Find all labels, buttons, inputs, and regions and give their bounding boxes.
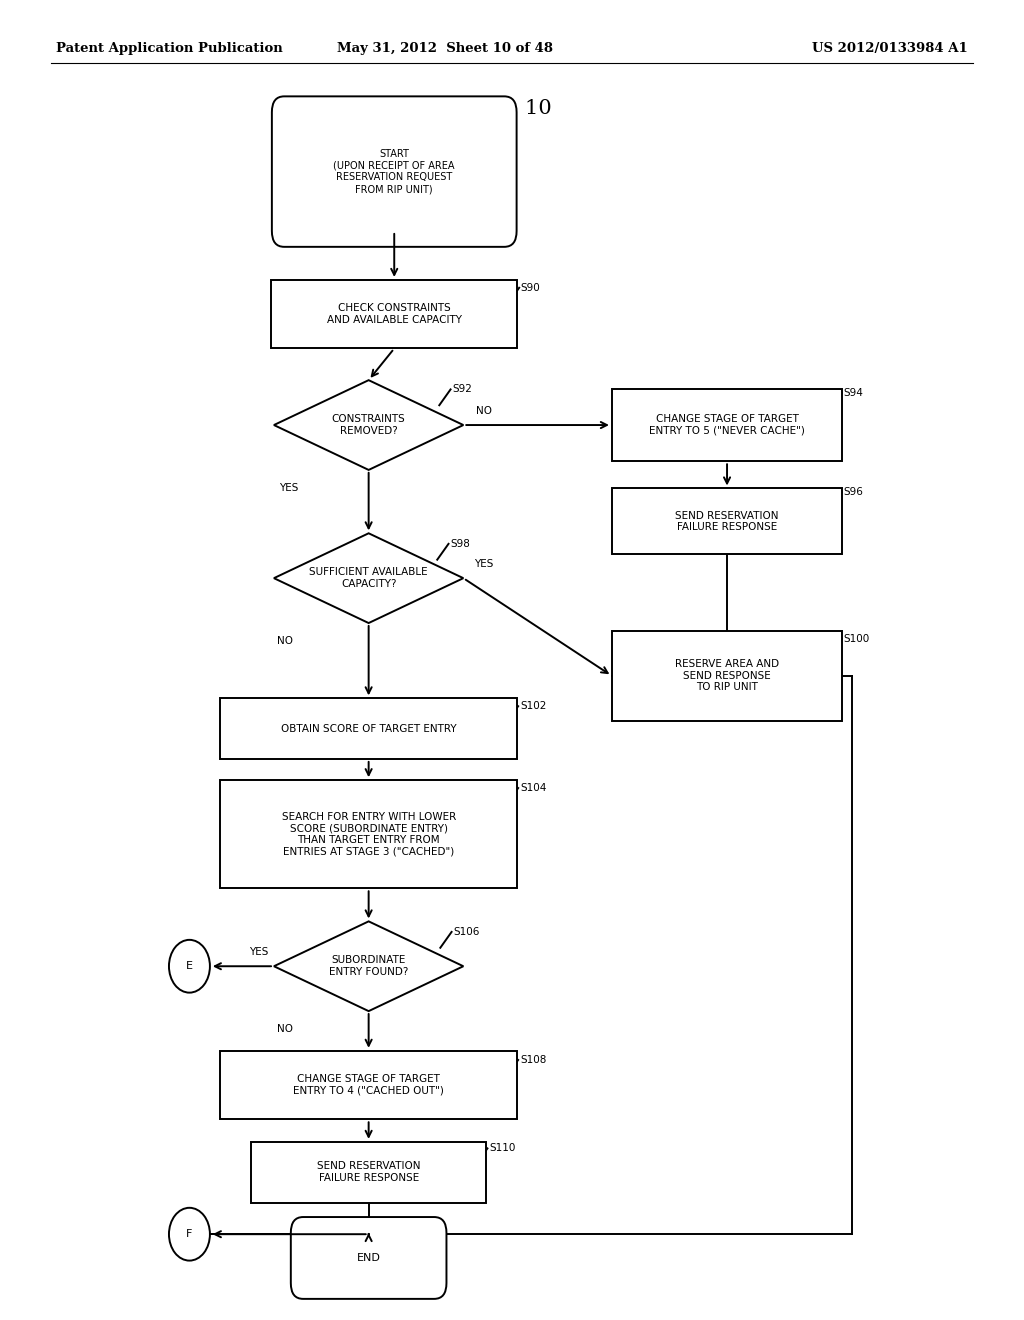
- Text: S108: S108: [520, 1055, 547, 1065]
- FancyBboxPatch shape: [272, 96, 516, 247]
- Text: E: E: [186, 961, 193, 972]
- FancyBboxPatch shape: [220, 1051, 517, 1119]
- Text: CHANGE STAGE OF TARGET
ENTRY TO 5 ("NEVER CACHE"): CHANGE STAGE OF TARGET ENTRY TO 5 ("NEVE…: [649, 414, 805, 436]
- Text: S98: S98: [451, 539, 470, 549]
- Text: YES: YES: [250, 946, 268, 957]
- Text: NO: NO: [276, 636, 293, 647]
- Polygon shape: [273, 921, 463, 1011]
- Text: YES: YES: [473, 558, 493, 569]
- Text: S96: S96: [844, 487, 863, 498]
- Text: May 31, 2012  Sheet 10 of 48: May 31, 2012 Sheet 10 of 48: [338, 42, 553, 55]
- Text: OBTAIN SCORE OF TARGET ENTRY: OBTAIN SCORE OF TARGET ENTRY: [281, 723, 457, 734]
- FancyBboxPatch shape: [611, 488, 842, 554]
- Text: CHANGE STAGE OF TARGET
ENTRY TO 4 ("CACHED OUT"): CHANGE STAGE OF TARGET ENTRY TO 4 ("CACH…: [293, 1074, 444, 1096]
- Text: US 2012/0133984 A1: US 2012/0133984 A1: [812, 42, 968, 55]
- Text: CHECK CONSTRAINTS
AND AVAILABLE CAPACITY: CHECK CONSTRAINTS AND AVAILABLE CAPACITY: [327, 304, 462, 325]
- Text: S106: S106: [454, 927, 480, 937]
- FancyBboxPatch shape: [271, 280, 517, 348]
- Text: NO: NO: [475, 405, 492, 416]
- FancyBboxPatch shape: [220, 698, 517, 759]
- Text: FIG. 10: FIG. 10: [473, 99, 551, 117]
- FancyBboxPatch shape: [291, 1217, 446, 1299]
- Polygon shape: [273, 380, 463, 470]
- Text: CONSTRAINTS
REMOVED?: CONSTRAINTS REMOVED?: [332, 414, 406, 436]
- Polygon shape: [273, 533, 463, 623]
- Text: SEND RESERVATION
FAILURE RESPONSE: SEND RESERVATION FAILURE RESPONSE: [316, 1162, 421, 1183]
- Text: S90: S90: [520, 282, 540, 293]
- Text: SEND RESERVATION
FAILURE RESPONSE: SEND RESERVATION FAILURE RESPONSE: [675, 511, 779, 532]
- FancyBboxPatch shape: [220, 780, 517, 888]
- Text: YES: YES: [279, 483, 298, 494]
- FancyBboxPatch shape: [251, 1142, 486, 1203]
- FancyBboxPatch shape: [611, 388, 842, 461]
- Text: S110: S110: [489, 1143, 516, 1154]
- Text: S94: S94: [844, 388, 863, 399]
- Circle shape: [169, 940, 210, 993]
- Circle shape: [169, 1208, 210, 1261]
- FancyBboxPatch shape: [611, 631, 842, 721]
- Text: SUFFICIENT AVAILABLE
CAPACITY?: SUFFICIENT AVAILABLE CAPACITY?: [309, 568, 428, 589]
- Text: NO: NO: [276, 1024, 293, 1035]
- Text: S92: S92: [453, 384, 472, 395]
- Text: Patent Application Publication: Patent Application Publication: [56, 42, 283, 55]
- Text: RESERVE AREA AND
SEND RESPONSE
TO RIP UNIT: RESERVE AREA AND SEND RESPONSE TO RIP UN…: [675, 659, 779, 693]
- Text: END: END: [356, 1253, 381, 1263]
- Text: F: F: [186, 1229, 193, 1239]
- Text: SUBORDINATE
ENTRY FOUND?: SUBORDINATE ENTRY FOUND?: [329, 956, 409, 977]
- Text: S100: S100: [844, 634, 870, 644]
- Text: SEARCH FOR ENTRY WITH LOWER
SCORE (SUBORDINATE ENTRY)
THAN TARGET ENTRY FROM
ENT: SEARCH FOR ENTRY WITH LOWER SCORE (SUBOR…: [282, 812, 456, 857]
- Text: START
(UPON RECEIPT OF AREA
RESERVATION REQUEST
FROM RIP UNIT): START (UPON RECEIPT OF AREA RESERVATION …: [334, 149, 455, 194]
- Text: S104: S104: [520, 783, 547, 793]
- Text: S102: S102: [520, 701, 547, 711]
